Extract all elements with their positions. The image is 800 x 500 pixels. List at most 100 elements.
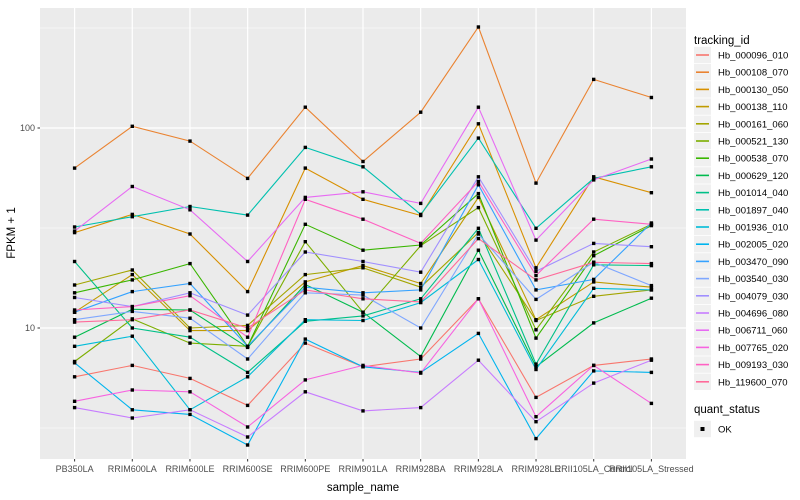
data-point xyxy=(534,336,538,340)
data-point xyxy=(72,375,77,379)
legend-item-Hb_009193_030: Hb_009193_030 xyxy=(694,356,788,373)
data-point xyxy=(476,331,481,336)
data-point xyxy=(188,335,192,339)
data-point xyxy=(419,201,423,206)
data-point xyxy=(476,205,481,210)
data-point xyxy=(361,248,365,252)
data-point xyxy=(303,282,307,287)
legend-item-label: Hb_000096_010 xyxy=(718,51,788,62)
legend-item-label: Hb_004079_030 xyxy=(718,291,788,302)
data-point xyxy=(476,136,481,140)
data-point xyxy=(592,254,596,258)
data-point xyxy=(245,313,250,317)
data-point xyxy=(592,178,596,182)
x-tick-label: RRIM600LE xyxy=(165,464,214,474)
data-point xyxy=(534,328,538,332)
data-point xyxy=(188,316,192,320)
data-point xyxy=(130,184,134,189)
data-point xyxy=(303,195,307,200)
data-point xyxy=(188,308,192,312)
data-point xyxy=(419,297,423,301)
data-point xyxy=(476,175,481,179)
x-axis-title: sample_name xyxy=(327,482,399,494)
data-point xyxy=(72,335,77,339)
data-point xyxy=(419,110,423,114)
data-point xyxy=(649,261,654,266)
axes: 10 100 PB350LA RRIM600LA RRIM600LE RRIM600SE R… xyxy=(20,123,694,474)
data-point xyxy=(419,326,423,330)
data-point xyxy=(534,395,538,400)
data-point xyxy=(361,259,365,264)
x-tick-label: RRIM928LA xyxy=(454,464,503,474)
data-point xyxy=(476,358,481,362)
data-point xyxy=(130,124,134,128)
data-point xyxy=(534,269,538,273)
data-point xyxy=(303,222,307,226)
x-tick-label: RRIM600SE xyxy=(223,464,273,474)
data-point xyxy=(592,363,596,368)
data-point xyxy=(245,435,250,439)
data-point xyxy=(649,283,654,288)
data-point xyxy=(130,212,134,217)
data-point xyxy=(419,212,423,217)
data-point xyxy=(592,381,596,385)
data-point xyxy=(72,361,77,365)
legend-item-Hb_002005_020: Hb_002005_020 xyxy=(694,236,788,253)
data-point xyxy=(303,280,307,284)
legend-item-label: Hb_000629_120 xyxy=(718,171,788,182)
data-point xyxy=(534,367,538,372)
legend-item-label: Hb_000521_130 xyxy=(718,137,788,148)
data-point xyxy=(188,232,192,236)
data-point xyxy=(188,294,192,298)
data-point xyxy=(361,310,365,314)
data-point xyxy=(649,401,654,406)
legend-item-Hb_000108_070: Hb_000108_070 xyxy=(694,64,788,81)
data-point xyxy=(592,250,596,254)
y-tick-label: 10 xyxy=(25,323,35,333)
data-point xyxy=(361,217,365,221)
data-point xyxy=(245,176,250,181)
data-point xyxy=(649,157,654,161)
data-point xyxy=(534,288,538,292)
data-point xyxy=(534,436,538,441)
data-point xyxy=(303,240,307,244)
data-point xyxy=(476,179,481,184)
data-point xyxy=(534,238,538,242)
data-point xyxy=(303,337,307,341)
data-point xyxy=(649,222,654,226)
data-point xyxy=(361,291,365,295)
legend-item-Hb_000161_060: Hb_000161_060 xyxy=(694,115,788,132)
x-tick-label: RRIM600LA xyxy=(108,464,157,474)
data-point xyxy=(649,95,654,100)
data-point xyxy=(361,318,365,323)
data-point xyxy=(303,145,307,150)
data-point xyxy=(245,328,250,333)
legend-item-Hb_001897_040: Hb_001897_040 xyxy=(694,201,788,218)
data-point xyxy=(245,403,250,408)
data-point xyxy=(534,420,538,424)
data-point xyxy=(245,289,250,294)
data-point xyxy=(130,318,134,322)
data-point xyxy=(534,226,538,230)
data-point xyxy=(592,294,596,298)
data-point xyxy=(649,165,654,169)
data-point xyxy=(72,320,77,324)
legend-item-label: Hb_001014_040 xyxy=(718,188,788,199)
data-point xyxy=(245,425,250,429)
y-tick-label: 100 xyxy=(20,123,35,133)
legend-item-label: Hb_001897_040 xyxy=(718,205,788,216)
legend-tracking-id-items: Hb_000096_010 Hb_000108_070 Hb_000130_050 H… xyxy=(694,46,788,390)
x-tick-label: RRIM600PE xyxy=(280,464,330,474)
data-point xyxy=(419,300,423,304)
data-points xyxy=(72,25,654,447)
data-point xyxy=(72,225,77,229)
data-point xyxy=(245,259,250,264)
legend-title-tracking-id: tracking_id xyxy=(694,35,750,47)
data-point xyxy=(303,285,307,289)
legend-key-point xyxy=(700,427,705,431)
data-point xyxy=(361,293,365,297)
data-point xyxy=(592,77,596,82)
data-point xyxy=(534,297,538,302)
data-point xyxy=(419,288,423,292)
